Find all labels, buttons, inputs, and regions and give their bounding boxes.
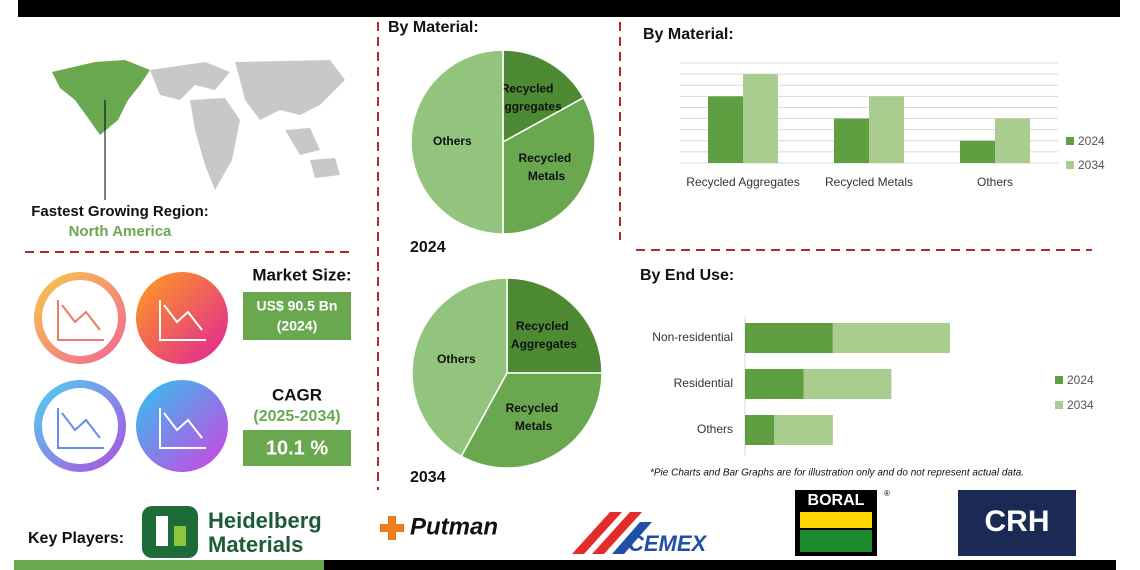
pie-slice — [410, 49, 504, 235]
market-size-value: US$ 90.5 Bn — [257, 298, 338, 314]
bar — [834, 118, 869, 163]
pie-slice — [460, 372, 603, 469]
legend-label: 2034 — [1067, 398, 1094, 412]
top-bar — [18, 0, 1120, 17]
pie-title: By Material: — [388, 19, 479, 36]
x-tick-label: Recycled Aggregates — [686, 175, 799, 189]
logo-boral: BORAL ® — [795, 489, 890, 556]
legend-label: 2034 — [1078, 158, 1105, 172]
north-america — [52, 60, 150, 135]
legend-swatch — [1055, 376, 1063, 384]
bar — [803, 369, 892, 399]
legend-swatch — [1066, 137, 1074, 145]
legend-label: 2024 — [1078, 134, 1105, 148]
bar — [745, 323, 833, 353]
y-tick-label: Non-residential — [652, 330, 733, 344]
bar-title: By Material: — [643, 26, 734, 43]
slice-label: Recycled Aggregates — [496, 82, 562, 114]
cagr-label: CAGR — [272, 385, 322, 404]
logo-line: Heidelberg — [208, 508, 322, 533]
market-size-label: Market Size: — [252, 265, 351, 284]
bar — [995, 118, 1030, 163]
logo-crh: CRH — [958, 490, 1076, 556]
svg-text:Putman: Putman — [410, 513, 498, 540]
bottom-bar-black — [324, 560, 1116, 570]
cagr-value: 10.1 % — [266, 437, 328, 459]
icons — [34, 272, 228, 472]
logo-line: Materials — [208, 532, 303, 557]
cagr-period: (2025-2034) — [253, 408, 340, 425]
bar — [960, 140, 995, 163]
logo-putman: Putman — [380, 513, 498, 540]
bar — [869, 96, 904, 163]
region-label: Fastest Growing Region: — [31, 203, 209, 220]
y-tick-label: Residential — [674, 376, 733, 390]
logo-heidelberg: Heidelberg Materials — [142, 506, 322, 558]
bar — [774, 415, 833, 445]
legend-swatch — [1055, 401, 1063, 409]
legend-label: 2024 — [1067, 373, 1094, 387]
slice-label: Recycled Metals — [506, 401, 562, 433]
pie-year: 2024 — [410, 239, 446, 256]
legend-swatch — [1066, 161, 1074, 169]
market-size-box — [243, 292, 351, 340]
bar — [832, 323, 950, 353]
region-value: North America — [69, 223, 172, 240]
svg-text:BORAL: BORAL — [808, 492, 865, 509]
logo-cemex: CEMEX — [572, 512, 708, 556]
cagr-box — [243, 430, 351, 466]
pie-slice — [502, 96, 596, 235]
bar — [745, 415, 775, 445]
pie-slice — [502, 49, 585, 144]
hbar-title: By End Use: — [640, 267, 734, 284]
bottom-bar-green — [14, 560, 324, 570]
slice-label: Recycled Metals — [519, 151, 575, 183]
bar — [745, 369, 804, 399]
market-size-year: (2024) — [277, 318, 317, 334]
pie-slice — [506, 277, 603, 374]
svg-text:®: ® — [884, 489, 890, 498]
note: *Pie Charts and Bar Graphs are for illus… — [650, 468, 1024, 479]
pie-slice — [411, 277, 508, 458]
world-map — [150, 60, 345, 190]
key-players-label: Key Players: — [28, 530, 124, 547]
svg-text:CRH: CRH — [985, 505, 1050, 538]
slice-label: Recycled Aggregates — [511, 319, 577, 351]
bar — [708, 96, 743, 163]
svg-text:CEMEX: CEMEX — [628, 531, 708, 556]
slice-label: Others — [437, 352, 476, 366]
slice-label: Others — [433, 134, 472, 148]
x-tick-label: Recycled Metals — [825, 175, 913, 189]
x-tick-label: Others — [977, 175, 1013, 189]
y-tick-label: Others — [697, 422, 733, 436]
bar — [743, 74, 778, 163]
pie-year: 2034 — [410, 469, 446, 486]
